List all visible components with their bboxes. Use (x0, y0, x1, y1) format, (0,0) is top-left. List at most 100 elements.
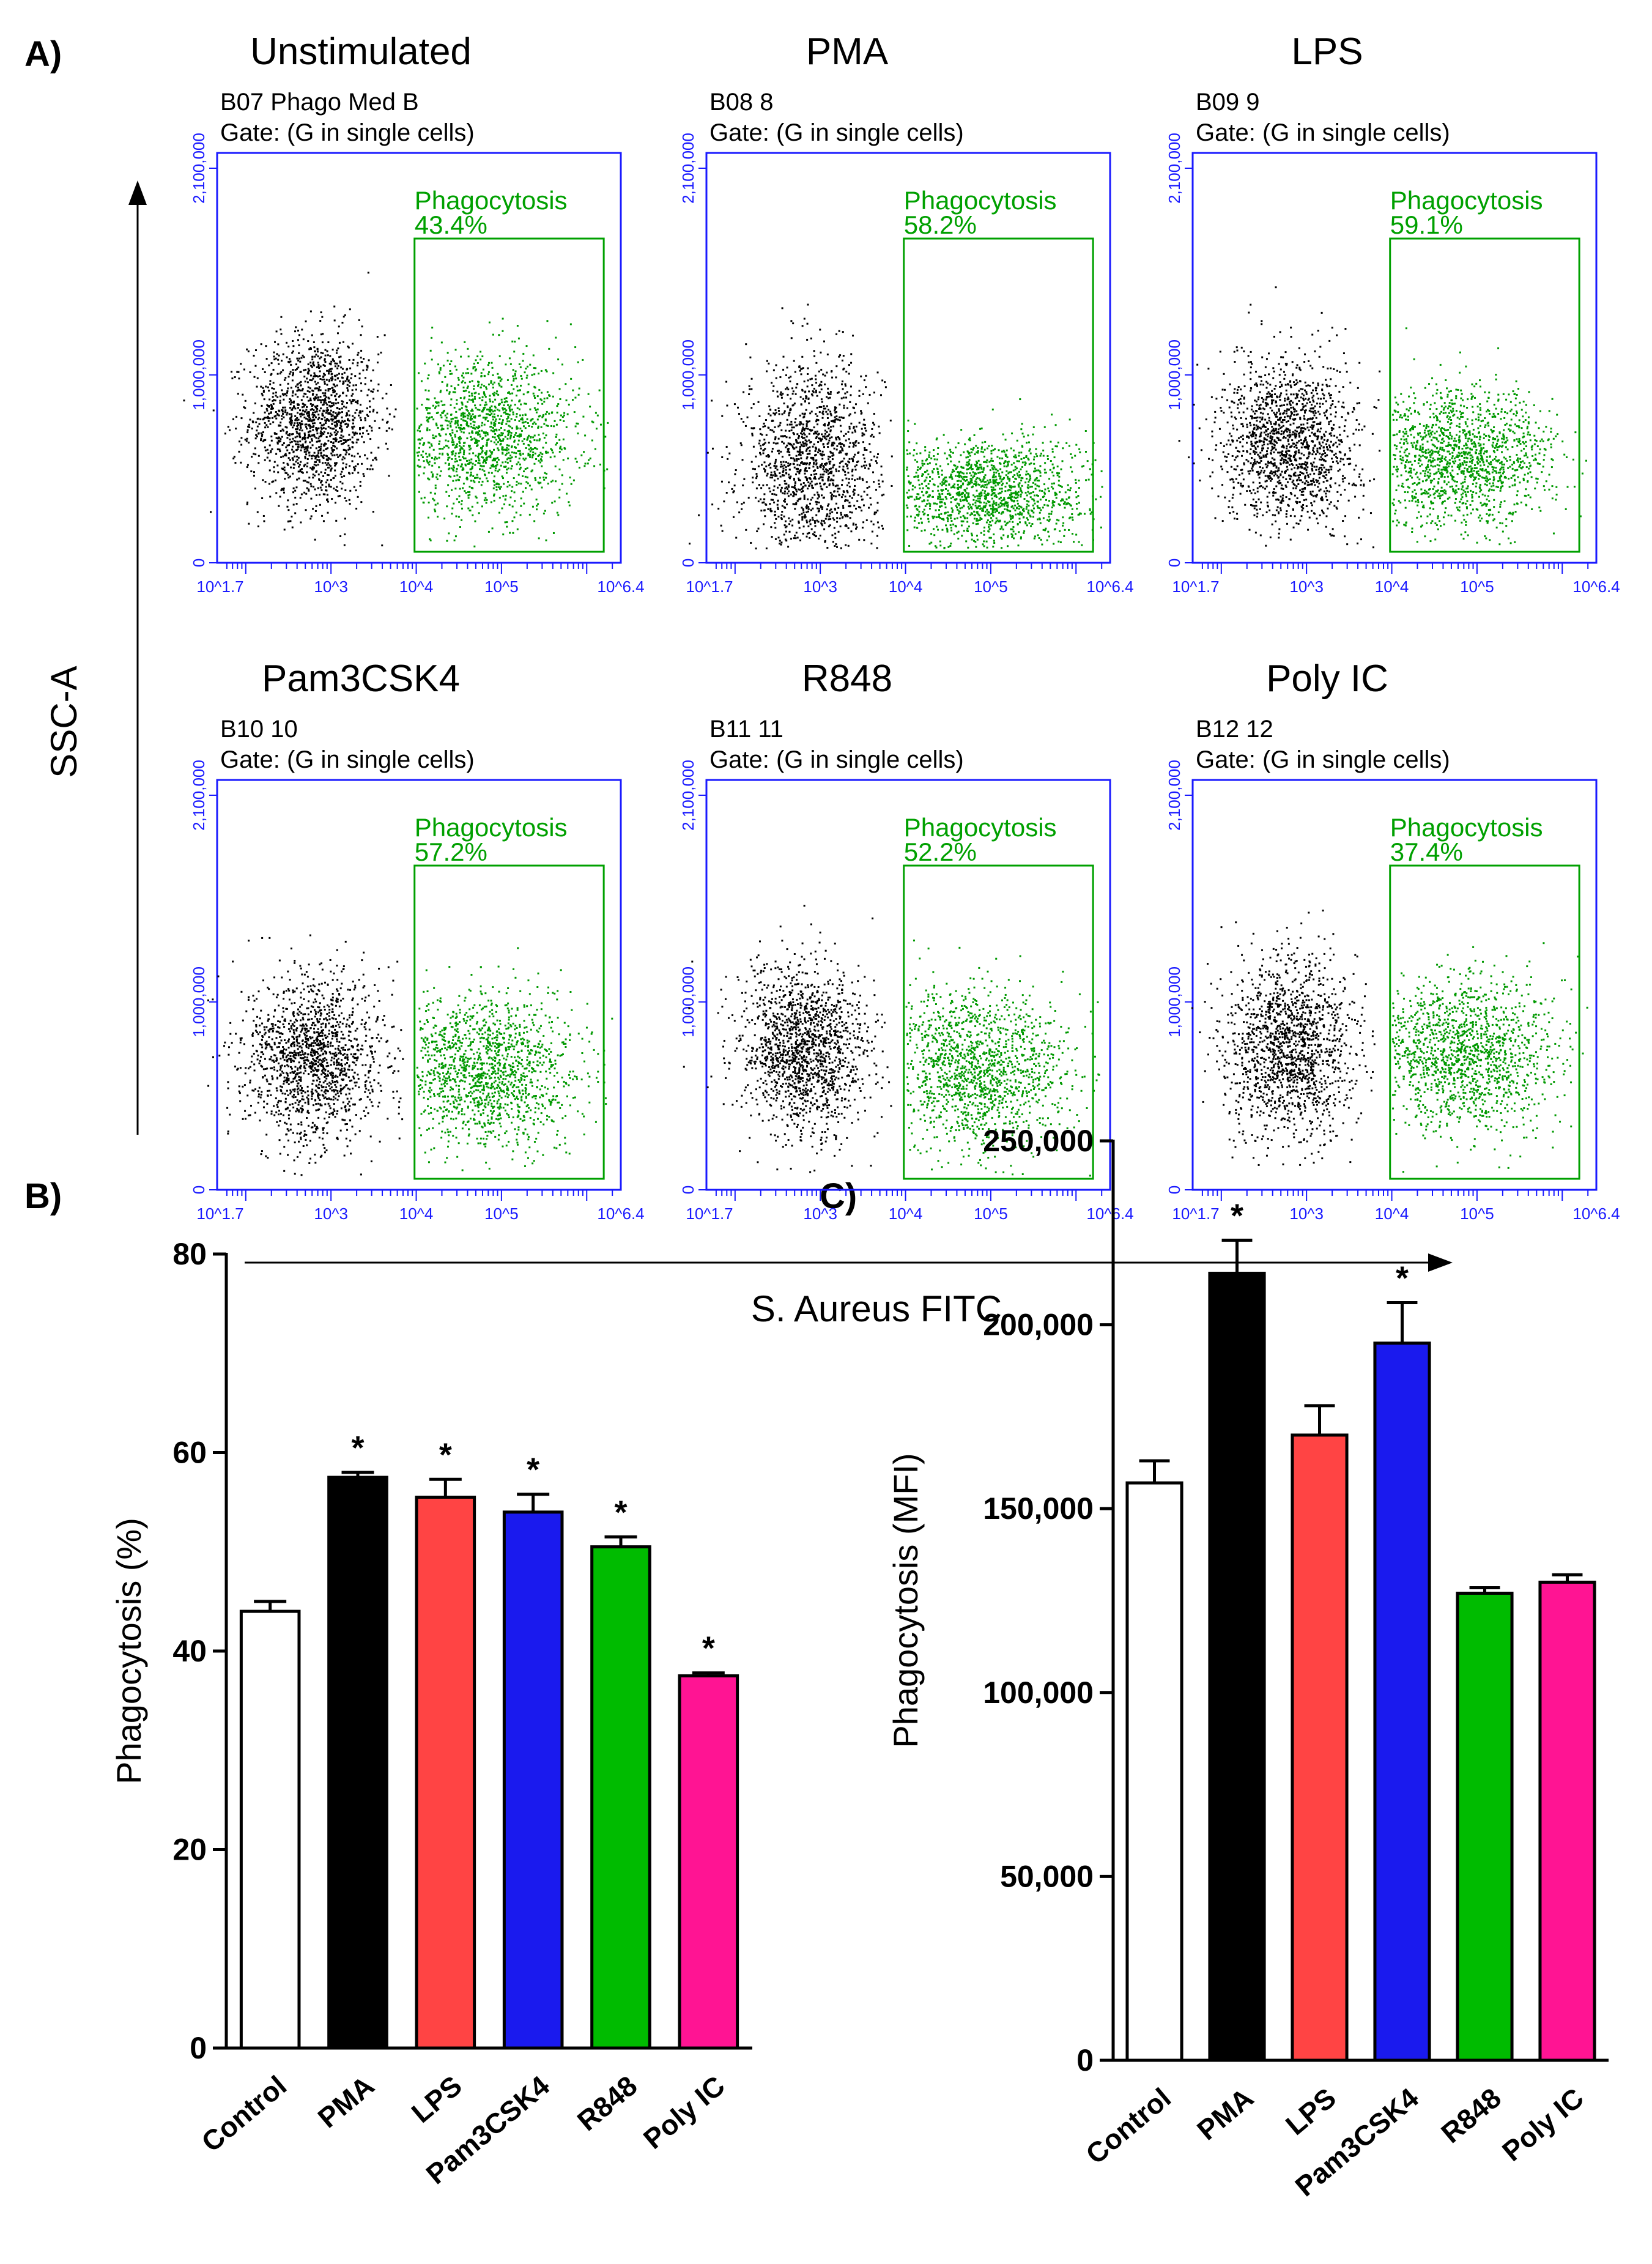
event-dot-neg (864, 427, 867, 429)
event-dot-pos (1013, 481, 1015, 483)
event-dot-neg (292, 400, 295, 403)
event-dot-neg (326, 499, 328, 501)
event-dot-neg (303, 432, 306, 435)
event-dot-pos (454, 488, 457, 490)
event-dot-neg (346, 426, 349, 428)
event-dot-neg (829, 479, 832, 481)
event-dot-neg (262, 387, 264, 389)
event-dot-neg (378, 427, 380, 429)
event-dot-neg (805, 463, 807, 466)
event-dot-pos (472, 426, 475, 429)
event-dot-neg (340, 421, 343, 424)
event-dot-pos (932, 517, 935, 519)
event-dot-pos (961, 478, 964, 480)
event-dot-pos (508, 451, 510, 454)
event-dot-pos (1011, 495, 1013, 498)
event-dot-pos (465, 406, 468, 408)
event-dot-neg (827, 392, 829, 394)
event-dot-pos (489, 410, 492, 413)
event-dot-pos (975, 523, 977, 525)
event-dot-neg (833, 419, 835, 421)
event-dot-pos (490, 451, 492, 453)
event-dot-neg (310, 497, 313, 500)
event-dot-neg (846, 391, 848, 393)
event-dot-neg (309, 447, 312, 449)
event-dot-pos (512, 369, 514, 371)
event-dot-neg (267, 405, 270, 407)
event-dot-neg (341, 488, 343, 490)
event-dot-neg (364, 383, 366, 385)
event-dot-neg (821, 455, 824, 457)
event-dot-pos (439, 414, 442, 417)
event-dot-neg (341, 429, 344, 432)
event-dot-pos (439, 440, 441, 443)
event-dot-neg (339, 412, 341, 414)
event-dot-pos (478, 393, 480, 395)
event-dot-pos (464, 420, 467, 422)
event-dot-pos (468, 432, 470, 434)
event-dot-neg (313, 451, 316, 454)
event-dot-pos (515, 511, 517, 514)
event-dot-pos (966, 468, 968, 470)
event-dot-pos (511, 409, 513, 411)
event-dot-pos (520, 435, 522, 437)
event-dot-pos (451, 458, 453, 460)
event-dot-pos (491, 366, 494, 369)
event-dot-pos (993, 500, 995, 502)
event-dot-pos (546, 472, 548, 475)
event-dot-pos (977, 522, 979, 525)
event-dot-pos (545, 442, 547, 444)
event-dot-pos (565, 426, 568, 428)
event-dot-pos (459, 427, 462, 429)
event-dot-neg (787, 484, 790, 486)
event-dot-neg (320, 401, 322, 404)
event-dot-pos (1018, 455, 1020, 457)
event-dot-neg (262, 440, 264, 442)
event-dot-pos (520, 375, 522, 377)
event-dot-pos (519, 463, 521, 466)
event-dot-neg (842, 466, 845, 468)
event-dot-pos (524, 459, 526, 461)
event-dot-pos (1069, 517, 1071, 519)
event-dot-pos (448, 393, 451, 395)
event-dot-neg (723, 500, 725, 503)
event-dot-pos (459, 428, 462, 431)
event-dot-neg (795, 488, 797, 491)
event-dot-neg (808, 402, 810, 404)
event-dot-pos (991, 514, 994, 516)
event-dot-neg (313, 341, 315, 343)
event-dot-neg (731, 488, 733, 490)
event-dot-pos (500, 398, 503, 401)
event-dot-pos (494, 425, 496, 427)
event-dot-neg (339, 424, 342, 426)
event-dot-neg (826, 424, 829, 426)
event-dot-neg (859, 476, 861, 478)
event-dot-pos (468, 459, 470, 462)
event-dot-neg (881, 379, 884, 382)
event-dot-pos (508, 406, 511, 409)
event-dot-pos (905, 504, 908, 507)
event-dot-neg (832, 517, 834, 519)
event-dot-neg (324, 358, 326, 360)
event-dot-pos (462, 453, 465, 456)
event-dot-neg (775, 377, 777, 379)
event-dot-pos (988, 461, 991, 463)
event-dot-pos (456, 498, 458, 500)
event-dot-pos (486, 445, 488, 447)
event-dot-neg (809, 521, 811, 523)
event-dot-neg (842, 494, 844, 496)
event-dot-neg (335, 432, 338, 435)
event-dot-neg (329, 388, 332, 390)
event-dot-neg (318, 478, 320, 480)
event-dot-pos (1002, 499, 1004, 501)
event-dot-pos (473, 481, 476, 483)
event-dot-pos (484, 406, 486, 409)
event-dot-neg (262, 418, 264, 421)
event-dot-neg (367, 272, 369, 274)
event-dot-pos (578, 466, 580, 469)
event-dot-neg (251, 456, 253, 458)
event-dot-neg (297, 387, 299, 389)
event-dot-neg (317, 473, 320, 476)
event-dot-pos (932, 478, 934, 480)
event-dot-pos (429, 540, 432, 542)
